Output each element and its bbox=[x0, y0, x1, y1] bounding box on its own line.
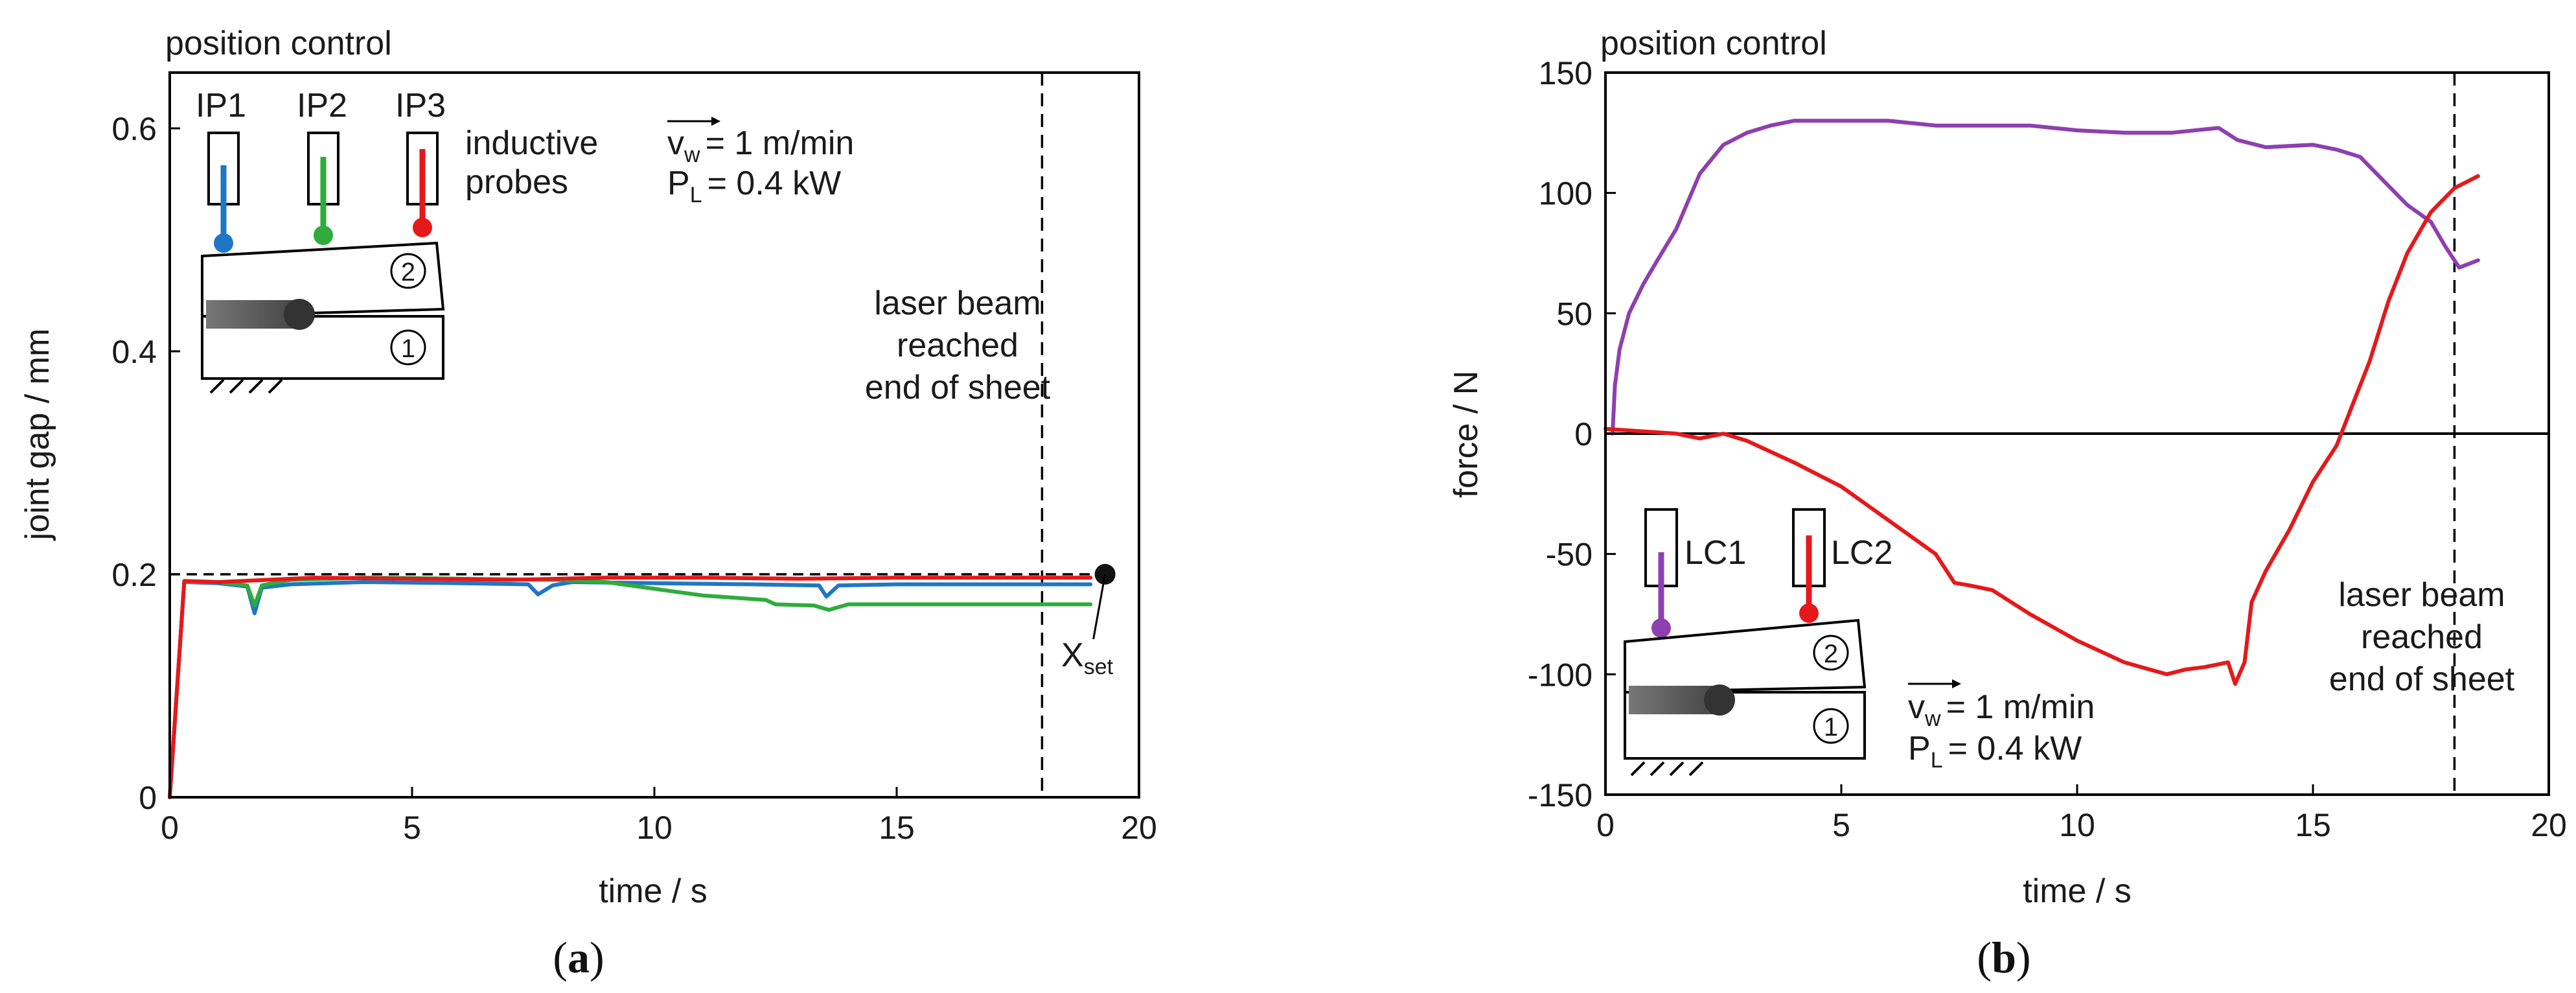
x-tick-label: 0 bbox=[1596, 807, 1615, 843]
power-param-b: PL = 0.4 kW bbox=[1908, 730, 2082, 773]
x-tick-label: 15 bbox=[2295, 807, 2331, 843]
x-tick-label: 20 bbox=[1121, 810, 1157, 846]
x-tick-label: 15 bbox=[879, 810, 915, 846]
probe-dot-ip2 bbox=[314, 226, 333, 245]
y-tick-label: 50 bbox=[1556, 296, 1593, 332]
series-line-ip2 bbox=[168, 576, 1093, 799]
y-tick-label: 100 bbox=[1539, 176, 1593, 212]
y-tick-label: -150 bbox=[1528, 777, 1593, 813]
process-params-a: vw = 1 m/min PL = 0.4 kW bbox=[667, 117, 854, 207]
y-tick-label: 0 bbox=[1574, 416, 1593, 452]
vline-label-b-2: reached bbox=[2361, 618, 2483, 656]
probe-dot-lc1 bbox=[1651, 618, 1671, 638]
series-line-lc1 bbox=[1610, 119, 2480, 436]
x-tick-label: 10 bbox=[2059, 807, 2095, 843]
corner-title-a: position control bbox=[165, 25, 392, 62]
corner-title-b: position control bbox=[1600, 25, 1827, 62]
x-tick-label: 5 bbox=[1832, 807, 1850, 843]
power-param-a: PL = 0.4 kW bbox=[667, 165, 841, 207]
sheet-number-2-b: 2 bbox=[1824, 640, 1838, 668]
probe-label-ip1: IP1 bbox=[196, 87, 246, 124]
probe-dot-ip3 bbox=[413, 218, 432, 237]
y-axis-label-b: force / N bbox=[1447, 371, 1485, 498]
vline-label-b-1: laser beam bbox=[2338, 576, 2505, 614]
upper-sheet-b bbox=[1624, 618, 1867, 694]
xset-label: Xset bbox=[1061, 637, 1114, 679]
panel-b: 0 5 10 15 20 -150 -100 -50 0 50 100 150 position co… bbox=[1447, 25, 2567, 982]
speed-param-b: vw = 1 m/min bbox=[1908, 688, 2095, 731]
y-tick-label: -50 bbox=[1546, 537, 1593, 573]
probe-label-ip3: IP3 bbox=[395, 87, 446, 124]
probe-label-lc1: LC1 bbox=[1685, 534, 1746, 572]
y-tick-label: 0.2 bbox=[111, 557, 157, 593]
panel-a: 0 5 10 15 20 0 0.2 0.4 0.6 position control join… bbox=[19, 25, 1157, 982]
weld-point-b bbox=[1704, 684, 1735, 716]
sheet-number-1-circle-a bbox=[390, 329, 426, 366]
process-params-b: vw = 1 m/min PL = 0.4 kW bbox=[1908, 679, 2095, 773]
vline-label-a-3: end of sheet bbox=[865, 369, 1051, 406]
probe-caption-line1: inductive bbox=[465, 124, 598, 162]
sheet-number-1-circle-b bbox=[1813, 708, 1849, 744]
probe-schematic-a: IP1 IP2 IP3 inductive probes 2 1 bbox=[196, 87, 598, 394]
probe-dot-ip1 bbox=[214, 233, 233, 253]
y-axis-label-a: joint gap / mm bbox=[19, 329, 56, 542]
ground-hatch-b bbox=[1630, 761, 1704, 777]
sheet-number-2-a: 2 bbox=[401, 258, 415, 286]
x-axis-label-a: time / s bbox=[599, 872, 707, 910]
x-axis-label-b: time / s bbox=[2023, 872, 2132, 910]
setpoint-leader bbox=[1092, 574, 1107, 640]
probe-caption-line2: probes bbox=[465, 163, 568, 201]
y-tick-label: 0.4 bbox=[111, 334, 157, 370]
speed-param-a: vw = 1 m/min bbox=[667, 124, 854, 167]
probe-label-lc2: LC2 bbox=[1831, 534, 1892, 572]
probe-label-ip2: IP2 bbox=[297, 87, 347, 124]
ground-hatch-a bbox=[209, 379, 283, 394]
probe-dot-lc2 bbox=[1799, 603, 1819, 623]
series-line-ip1 bbox=[168, 580, 1093, 799]
series-line-lc2 bbox=[1604, 174, 2480, 686]
plot-frame-a bbox=[168, 71, 1140, 799]
vline-label-a-2: reached bbox=[897, 327, 1018, 364]
series-line-ip3 bbox=[168, 576, 1093, 799]
vline-label-a-1: laser beam bbox=[874, 285, 1041, 322]
sheet-number-2-circle-a bbox=[390, 253, 426, 289]
x-tick-label: 5 bbox=[403, 810, 421, 846]
sheet-number-1-b: 1 bbox=[1824, 713, 1838, 742]
y-tick-label: -100 bbox=[1528, 657, 1593, 693]
x-tick-label: 10 bbox=[636, 810, 673, 846]
y-tick-label: 0.6 bbox=[111, 111, 157, 147]
loadcell-schematic-b: LC1 LC2 2 1 bbox=[1624, 508, 1892, 777]
sheet-number-1-a: 1 bbox=[401, 334, 415, 363]
panel-label-a: (a) bbox=[553, 933, 604, 982]
x-tick-label: 0 bbox=[161, 810, 179, 846]
sheet-number-2-circle-b bbox=[1813, 635, 1849, 671]
y-tick-label: 150 bbox=[1539, 55, 1593, 91]
weld-point-a bbox=[284, 299, 315, 330]
vline-label-b-3: end of sheet bbox=[2329, 660, 2515, 698]
y-tick-label: 0 bbox=[139, 780, 157, 816]
upper-sheet-a bbox=[201, 241, 445, 318]
x-tick-label: 20 bbox=[2531, 807, 2567, 843]
panel-label-b: (b) bbox=[1977, 933, 2030, 982]
